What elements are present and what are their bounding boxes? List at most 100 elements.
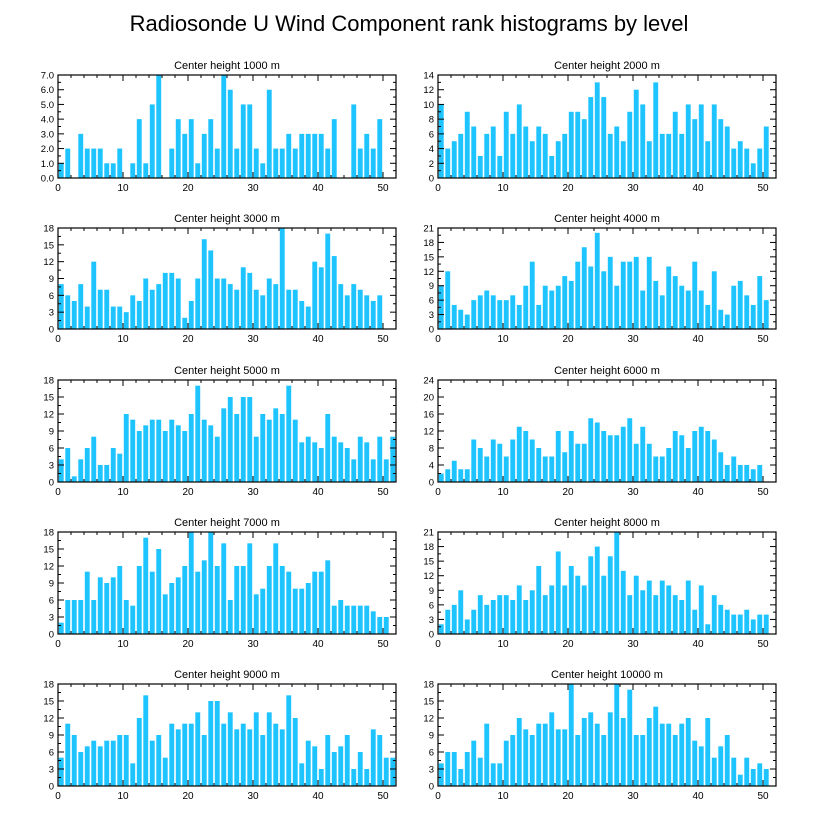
bar — [383, 459, 389, 482]
panel-title: Center height 8000 m — [554, 517, 660, 529]
bar — [364, 295, 370, 329]
bar — [195, 385, 201, 482]
x-tick-label: 10 — [497, 487, 509, 498]
y-tick-label: 9 — [49, 731, 54, 742]
bar — [464, 469, 470, 482]
bar — [260, 163, 266, 178]
x-tick-label: 30 — [247, 334, 259, 345]
bar — [575, 261, 581, 329]
bar — [438, 285, 444, 329]
bar — [555, 141, 561, 178]
bar — [724, 609, 730, 634]
x-tick-label: 0 — [55, 334, 61, 345]
bar — [555, 729, 561, 786]
bar — [516, 104, 522, 178]
bar — [666, 133, 672, 178]
panel-title: Center height 3000 m — [174, 213, 280, 225]
bar — [91, 261, 97, 329]
bar — [718, 746, 724, 786]
bar — [458, 590, 464, 634]
y-tick-label: 0 — [429, 478, 434, 489]
bar — [633, 735, 639, 786]
bar — [305, 583, 311, 634]
bar — [484, 723, 490, 786]
bar — [685, 718, 691, 786]
bar — [451, 304, 457, 329]
bar — [692, 119, 698, 178]
bar — [536, 126, 542, 178]
bar — [477, 448, 483, 482]
x-tick-label: 10 — [117, 183, 129, 194]
bar — [659, 456, 665, 482]
bar — [156, 549, 162, 634]
bar — [240, 267, 246, 329]
bar — [143, 695, 149, 786]
bar — [497, 155, 503, 178]
x-tick-label: 20 — [562, 487, 574, 498]
bar — [58, 163, 64, 178]
bar — [286, 571, 292, 634]
bar — [536, 723, 542, 786]
bar — [620, 141, 626, 178]
bar — [286, 385, 292, 482]
bar — [646, 580, 652, 634]
bar — [542, 133, 548, 178]
bar — [292, 588, 298, 634]
bar — [91, 740, 97, 786]
bar — [136, 566, 142, 634]
bar — [338, 442, 344, 482]
x-tick-label: 20 — [182, 487, 194, 498]
bar — [588, 97, 594, 178]
bar — [143, 163, 149, 178]
bar — [633, 256, 639, 329]
y-tick-label: 0 — [429, 174, 434, 185]
panel: Center height 2000 m 0 10 20 30 40 50 0 2 4 6 8 10 12… — [423, 60, 777, 194]
bar — [653, 595, 659, 634]
bar — [679, 285, 685, 329]
bar — [110, 306, 116, 329]
bar — [292, 148, 298, 178]
bar — [484, 456, 490, 482]
bar — [705, 141, 711, 178]
bar — [201, 560, 207, 634]
y-tick-label: 3 — [429, 765, 434, 776]
y-tick-label: 0 — [429, 630, 434, 641]
x-tick-label: 10 — [117, 334, 129, 345]
bar — [516, 585, 522, 634]
bar — [750, 304, 756, 329]
bar — [438, 624, 444, 634]
bar — [646, 141, 652, 178]
y-tick-label: 6 — [49, 444, 54, 455]
bar — [182, 317, 188, 329]
bar — [279, 566, 285, 634]
bar — [737, 141, 743, 178]
bar — [318, 448, 324, 482]
x-tick-label: 30 — [627, 183, 639, 194]
x-tick-label: 10 — [117, 487, 129, 498]
bar — [653, 280, 659, 329]
y-tick-label: 3 — [49, 308, 54, 319]
y-tick-label: 2.0 — [41, 144, 54, 155]
bar — [458, 309, 464, 329]
bar — [607, 256, 613, 329]
bar — [234, 566, 240, 634]
panel-title: Center height 9000 m — [174, 669, 280, 681]
y-tick-label: 4 — [429, 461, 434, 472]
bar — [182, 723, 188, 786]
bar — [666, 448, 672, 482]
bar — [97, 577, 103, 634]
bar — [312, 133, 318, 178]
bar — [169, 583, 175, 634]
panel-title: Center height 7000 m — [174, 517, 280, 529]
x-tick-label: 30 — [247, 639, 259, 650]
y-tick-label: 3 — [429, 615, 434, 626]
bar — [705, 718, 711, 786]
x-tick-label: 20 — [562, 639, 574, 650]
bar — [266, 89, 272, 178]
x-tick-label: 40 — [312, 487, 324, 498]
bar — [698, 746, 704, 786]
bar — [757, 276, 763, 329]
bar — [240, 723, 246, 786]
bar — [614, 435, 620, 482]
bar — [568, 431, 574, 482]
